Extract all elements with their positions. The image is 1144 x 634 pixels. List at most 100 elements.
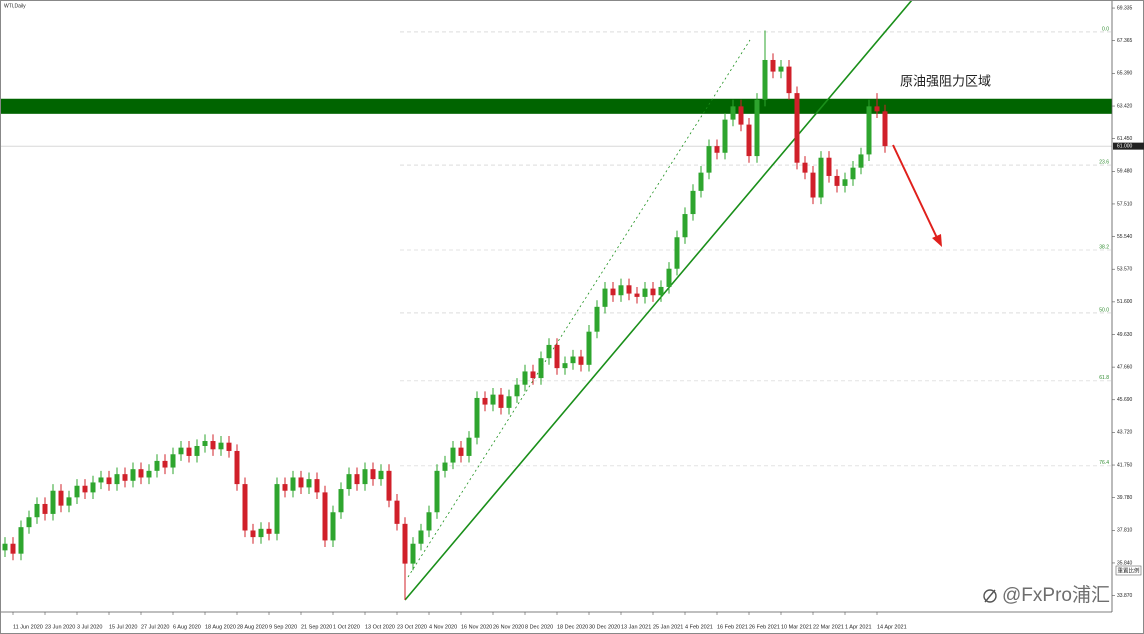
candle-body	[506, 396, 512, 408]
candle-body	[738, 106, 744, 125]
candle-body	[794, 93, 800, 163]
price-box	[1113, 142, 1144, 150]
y-tick-label: 47.660	[1117, 364, 1133, 370]
candle-body	[298, 477, 304, 488]
candle-body	[426, 512, 432, 531]
candle-body	[178, 447, 184, 455]
candle-body	[330, 512, 336, 541]
fib-label: 38.2	[1099, 244, 1109, 250]
candle-body	[522, 371, 528, 385]
candle-body	[66, 497, 72, 506]
candle-body	[690, 190, 696, 215]
candle-body	[82, 485, 88, 493]
x-tick-label: 26 Nov 2020	[493, 624, 524, 630]
x-tick-label: 16 Feb 2021	[717, 624, 748, 630]
candle-body	[762, 59, 768, 100]
candle-body	[866, 106, 872, 155]
candle-body	[306, 479, 312, 488]
y-tick-label: 49.630	[1117, 332, 1133, 338]
y-tick-label: 59.480	[1117, 169, 1133, 175]
candle-body	[58, 490, 64, 506]
candle-body	[642, 288, 648, 297]
candle-body	[778, 66, 784, 72]
y-tick-label: 45.690	[1117, 397, 1133, 403]
y-tick-label: 33.870	[1117, 593, 1133, 599]
x-tick-label: 13 Jan 2021	[621, 624, 651, 630]
trend-line	[404, 0, 913, 601]
x-tick-label: 16 Nov 2020	[461, 624, 492, 630]
candle-body	[290, 477, 296, 491]
candle-body	[162, 460, 168, 468]
candle-body	[882, 111, 888, 147]
arrow	[892, 144, 939, 241]
x-tick-label: 23 Jun 2020	[45, 624, 75, 630]
fib-label: 0.0	[1102, 26, 1109, 32]
candle-body	[442, 462, 448, 471]
y-tick-label: 69.335	[1117, 5, 1133, 11]
candle-body	[474, 397, 480, 438]
under-layer: 0.0 23.6 38.2 50.0 61.8 76.4	[0, 26, 1112, 466]
x-tick-label: 1 Oct 2020	[333, 624, 360, 630]
candle-body	[90, 482, 96, 493]
candle-body	[418, 530, 424, 544]
x-tick-label: 30 Dec 2020	[589, 624, 620, 630]
watermark-icon	[983, 589, 997, 603]
candle-body	[770, 59, 776, 72]
candle-body	[370, 469, 376, 480]
candle-body	[154, 460, 160, 471]
candle-body	[266, 528, 272, 534]
candle-body	[18, 527, 24, 554]
candle-body	[674, 237, 680, 269]
candle-body	[26, 517, 32, 528]
candle-body	[578, 356, 584, 365]
button[interactable]	[1115, 565, 1142, 576]
button-label[interactable]: 重置比例	[1117, 566, 1140, 574]
y-tick-label: 55.540	[1117, 234, 1133, 240]
candle-body	[274, 484, 280, 534]
x-tick-label: 4 Feb 2021	[685, 624, 713, 630]
y-tick-label: 57.510	[1117, 201, 1133, 207]
candle-body	[498, 394, 504, 408]
candle-body	[2, 543, 8, 551]
candle-body	[698, 172, 704, 191]
candle-body	[242, 484, 248, 531]
candle-body	[514, 384, 520, 397]
x-tick-label: 28 Aug 2020	[237, 624, 268, 630]
candle-body	[834, 175, 840, 186]
candle-body	[362, 469, 368, 485]
watermark: @FxPro浦汇	[1002, 584, 1110, 606]
y-tick-label: 51.600	[1117, 299, 1133, 305]
candle-body	[610, 288, 616, 296]
candle-body	[570, 356, 576, 364]
candle-body	[450, 447, 456, 463]
x-tick-label: 18 Dec 2020	[557, 624, 588, 630]
candle-body	[786, 66, 792, 94]
candle-body	[434, 470, 440, 513]
candle-body	[706, 146, 712, 173]
x-tick-label: 6 Aug 2020	[173, 624, 201, 630]
candle-body	[626, 285, 632, 294]
candle-body	[130, 469, 136, 481]
candle-body	[170, 454, 176, 468]
candle-body	[226, 442, 232, 451]
candle-body	[250, 530, 256, 538]
x-tick-label: 23 Oct 2020	[397, 624, 427, 630]
price-label: 61.000	[1117, 143, 1133, 149]
resistance-zone	[0, 98, 1112, 114]
x-tick-label: 10 Mar 2021	[781, 624, 812, 630]
x-tick-label: 3 Jul 2020	[77, 624, 102, 630]
candle-body	[682, 214, 688, 238]
candle-body	[258, 528, 264, 538]
candle-body	[554, 344, 560, 369]
y-tick-label: 37.810	[1117, 528, 1133, 534]
candle-body	[658, 286, 664, 296]
candle-body	[338, 489, 344, 513]
annotation: 原油强阻力区域	[900, 73, 991, 88]
candle-body	[530, 371, 536, 379]
candle-body	[202, 441, 208, 446]
candle-body	[346, 474, 352, 490]
x-tick-label: 21 Sep 2020	[301, 624, 332, 630]
x-tick-label: 27 Jul 2020	[141, 624, 169, 630]
candle-body	[402, 523, 408, 564]
